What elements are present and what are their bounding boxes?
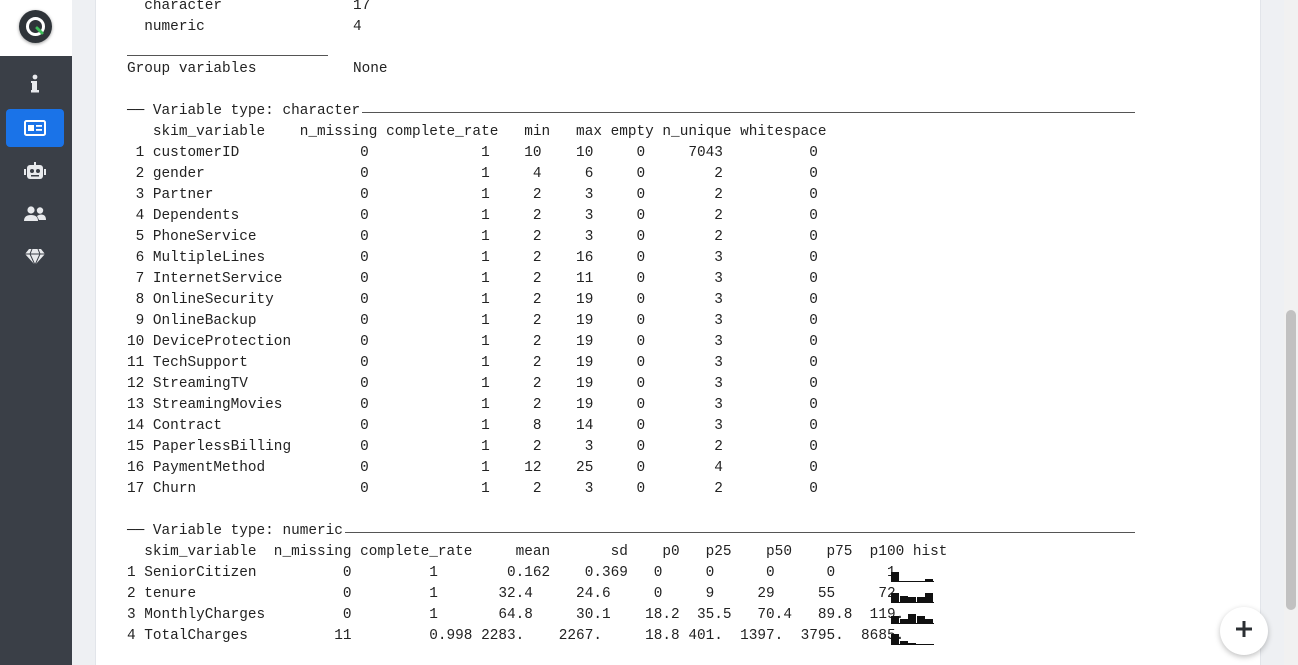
table-row: 17 Churn 0 1 2 3 0 2 0	[127, 481, 818, 497]
histogram-bar	[899, 596, 908, 603]
output-panel	[95, 0, 1261, 665]
histogram-sparkline	[891, 632, 934, 645]
character-section-rule	[362, 112, 1135, 113]
table-row: 1 SeniorCitizen 0 1 0.162 0.369 0 0 0 0 …	[127, 565, 905, 581]
summary-row-label: numeric	[127, 19, 205, 35]
table-row: 1 customerID 0 1 10 10 0 7043 0	[127, 145, 818, 161]
console-output: character 17 numeric 4 Group variables N…	[0, 0, 1135, 645]
plus-icon	[1235, 620, 1253, 643]
histogram-sparkline	[891, 569, 934, 582]
diamond-icon	[24, 248, 46, 266]
numeric-section-rule	[345, 532, 1135, 533]
table-row: 6 MultipleLines 0 1 2 16 0 3 0	[127, 250, 818, 266]
table-row: 12 StreamingTV 0 1 2 19 0 3 0	[127, 376, 818, 392]
summary-row-value: 17	[353, 0, 371, 14]
sidebar-item-diamond[interactable]	[6, 238, 64, 276]
table-row: 9 OnlineBackup 0 1 2 19 0 3 0	[127, 313, 818, 329]
histogram-bar	[891, 634, 899, 645]
histogram-bar	[925, 579, 934, 582]
histogram-bar	[916, 616, 925, 624]
histogram-bar	[908, 581, 917, 582]
add-button[interactable]	[1220, 607, 1268, 655]
sidebar	[0, 0, 72, 665]
numeric-section-title: ── Variable type: numeric	[127, 523, 352, 539]
histogram-sparkline	[891, 611, 934, 624]
table-row: 7 InternetService 0 1 2 11 0 3 0	[127, 271, 818, 287]
histogram-bar	[891, 593, 899, 603]
histogram-bar	[899, 619, 908, 624]
table-row: 10 DeviceProtection 0 1 2 19 0 3 0	[127, 334, 818, 350]
histogram-sparkline	[891, 590, 934, 603]
table-row: 2 gender 0 1 4 6 0 2 0	[127, 166, 818, 182]
histogram-bar	[891, 572, 899, 582]
sidebar-item-info[interactable]	[6, 65, 64, 103]
summary-divider	[127, 55, 328, 56]
histogram-bar	[925, 619, 934, 624]
scrollbar[interactable]	[1284, 0, 1298, 665]
histogram-bar	[891, 616, 899, 624]
histogram-bar	[908, 597, 917, 603]
table-row: 4 Dependents 0 1 2 3 0 2 0	[127, 208, 818, 224]
histogram-bar	[916, 597, 925, 603]
robot-icon	[23, 162, 47, 180]
sidebar-item-users[interactable]	[6, 195, 64, 233]
scrollbar-thumb[interactable]	[1286, 310, 1296, 610]
summary-row-value: 4	[353, 19, 362, 35]
q-logo-icon[interactable]	[19, 10, 52, 43]
histogram-bar	[899, 581, 908, 582]
histogram-bar	[925, 644, 934, 645]
table-row: 3 Partner 0 1 2 3 0 2 0	[127, 187, 818, 203]
sidebar-item-robot[interactable]	[6, 152, 64, 190]
table-row: 14 Contract 0 1 8 14 0 3 0	[127, 418, 818, 434]
table-row: 15 PaperlessBilling 0 1 2 3 0 2 0	[127, 439, 818, 455]
histogram-bar	[908, 643, 917, 645]
histogram-bar	[916, 644, 925, 645]
sidebar-item-id-card[interactable]	[6, 109, 64, 147]
sidebar-header	[0, 0, 72, 56]
users-icon	[23, 206, 47, 222]
group-variables-value: None	[353, 61, 388, 77]
table-row: 2 tenure 0 1 32.4 24.6 0 9 29 55 72	[127, 586, 905, 602]
character-section-title: ── Variable type: character	[127, 103, 369, 119]
summary-row-label: character	[127, 0, 222, 14]
table-row: 13 StreamingMovies 0 1 2 19 0 3 0	[127, 397, 818, 413]
histogram-bar	[925, 593, 934, 603]
group-variables-label: Group variables	[127, 61, 257, 77]
id-card-icon	[24, 120, 46, 136]
table-row: 8 OnlineSecurity 0 1 2 19 0 3 0	[127, 292, 818, 308]
table-row: 11 TechSupport 0 1 2 19 0 3 0	[127, 355, 818, 371]
character-table-header: skim_variable n_missing complete_rate mi…	[127, 124, 827, 140]
table-row: 5 PhoneService 0 1 2 3 0 2 0	[127, 229, 818, 245]
table-row: 4 TotalCharges 11 0.998 2283. 2267. 18.8…	[127, 628, 913, 644]
histogram-bar	[916, 581, 925, 582]
info-icon	[30, 74, 40, 94]
table-row: 16 PaymentMethod 0 1 12 25 0 4 0	[127, 460, 818, 476]
table-row: 3 MonthlyCharges 0 1 64.8 30.1 18.2 35.5…	[127, 607, 913, 623]
histogram-bar	[899, 641, 908, 645]
numeric-table-header: skim_variable n_missing complete_rate me…	[127, 544, 948, 560]
histogram-bar	[908, 614, 917, 624]
